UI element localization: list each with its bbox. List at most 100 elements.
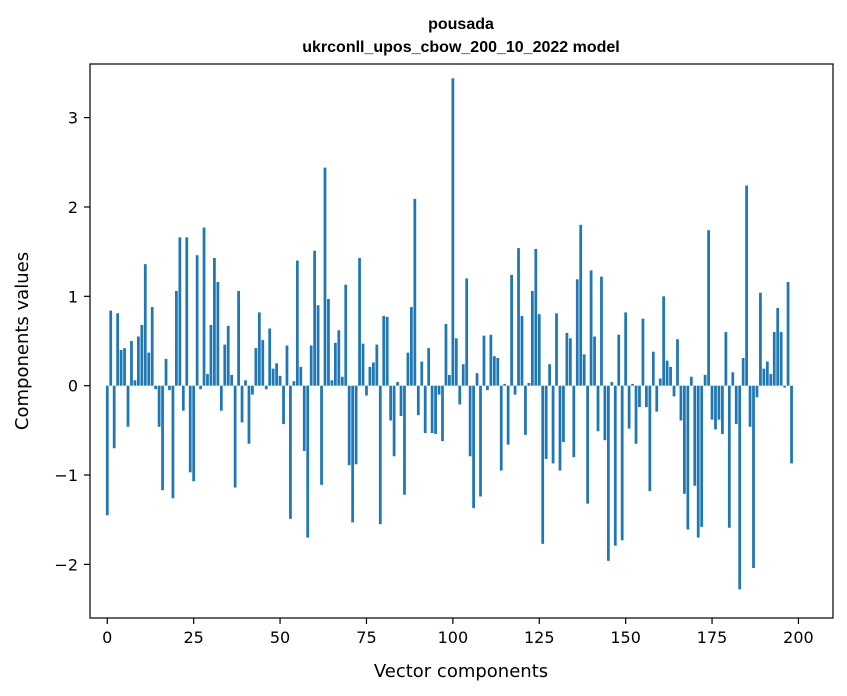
bar-component-148	[617, 334, 621, 386]
bar-component-13	[150, 307, 154, 386]
bar-component-188	[755, 385, 759, 398]
bar-component-38	[237, 290, 240, 386]
bar-component-24	[188, 385, 192, 473]
bar-component-110	[486, 385, 489, 391]
bar-component-191	[765, 361, 769, 386]
bar-component-179	[724, 332, 728, 386]
bar-component-43	[254, 348, 258, 386]
bar-component-48	[271, 368, 275, 386]
bar-component-152	[631, 383, 634, 386]
bar-component-67	[337, 330, 341, 386]
bar-component-108	[479, 385, 482, 497]
bar-component-22	[181, 385, 185, 411]
bar-component-87	[406, 352, 410, 386]
bar-component-128	[548, 364, 551, 386]
bar-component-70	[347, 385, 351, 466]
bar-component-27	[199, 385, 202, 390]
bar-component-60	[313, 250, 317, 386]
bar-component-62	[320, 385, 323, 485]
bar-component-106	[472, 385, 475, 509]
bar-component-53	[289, 385, 292, 519]
bar-component-28	[202, 227, 206, 386]
bar-component-55	[295, 260, 299, 386]
x-tick-label: 25	[183, 628, 203, 647]
bar-component-125	[537, 314, 541, 386]
bar-component-42	[251, 385, 254, 395]
bar-component-146	[610, 382, 614, 386]
bar-component-111	[489, 334, 493, 386]
bar-component-31	[213, 257, 216, 386]
bar-component-32	[216, 282, 220, 386]
bar-component-189	[759, 292, 762, 386]
bar-component-46	[264, 385, 268, 390]
bar-component-165	[676, 339, 679, 386]
bar-component-104	[465, 278, 469, 386]
bar-component-2	[112, 385, 116, 449]
bar-component-34	[223, 344, 227, 386]
bar-component-122	[527, 383, 531, 386]
bar-component-65	[330, 380, 334, 386]
bar-component-195	[779, 332, 783, 386]
bar-component-181	[731, 372, 735, 386]
plot-frame	[89, 63, 834, 619]
bar-component-80	[382, 315, 386, 386]
bar-component-98	[444, 324, 448, 386]
bar-component-142	[596, 385, 600, 432]
bar-component-170	[693, 385, 697, 486]
bar-component-149	[620, 385, 624, 541]
bar-component-144	[603, 385, 607, 441]
bar-component-194	[776, 307, 780, 386]
bar-component-114	[499, 385, 503, 471]
bar-component-7	[130, 341, 133, 386]
bar-component-41	[247, 385, 251, 444]
bar-component-9	[137, 336, 140, 386]
bar-component-143	[600, 276, 603, 386]
bar-component-92	[423, 385, 427, 434]
bar-component-89	[413, 198, 417, 386]
bar-component-17	[164, 358, 168, 386]
bar-component-68	[340, 376, 344, 386]
bar-component-96	[437, 385, 441, 395]
bar-component-100	[451, 78, 455, 386]
bar-component-63	[323, 167, 327, 386]
bar-component-71	[351, 385, 355, 523]
bar-component-25	[192, 385, 196, 482]
bar-component-124	[534, 248, 538, 386]
x-tick-label: 100	[438, 628, 469, 647]
bar-component-82	[389, 385, 393, 421]
bar-component-47	[268, 328, 272, 386]
x-tick-label: 200	[783, 628, 814, 647]
y-axis-label: Components values	[12, 252, 33, 430]
bar-component-164	[672, 385, 676, 397]
bar-component-174	[707, 230, 710, 386]
bar-component-40	[244, 380, 247, 386]
bar-component-151	[627, 385, 631, 429]
y-tick-label: −1	[54, 466, 78, 485]
bar-component-78	[375, 344, 379, 386]
x-tick-label: 150	[610, 628, 641, 647]
x-tick-label: 125	[524, 628, 555, 647]
bar-component-4	[119, 349, 123, 386]
bar-component-118	[513, 385, 517, 395]
bar-component-115	[503, 383, 507, 386]
bar-component-139	[586, 385, 590, 504]
bar-component-127	[544, 385, 548, 459]
bar-component-192	[769, 374, 773, 386]
bar-component-158	[651, 351, 655, 386]
bar-component-126	[541, 385, 545, 544]
bar-component-156	[645, 385, 648, 408]
bar-component-15	[157, 385, 161, 427]
x-tick-label: 175	[697, 628, 728, 647]
bar-component-169	[689, 376, 693, 386]
bar-component-172	[700, 385, 704, 527]
bar-component-166	[679, 385, 683, 421]
bar-component-113	[496, 357, 500, 386]
x-axis-ticks: 0 25 50 75 100 125 150 175 200	[102, 618, 814, 647]
bar-component-159	[655, 385, 659, 412]
bar-component-3	[116, 313, 120, 386]
bar-component-157	[648, 385, 652, 492]
bar-component-182	[734, 385, 738, 425]
bar-component-81	[385, 316, 389, 386]
